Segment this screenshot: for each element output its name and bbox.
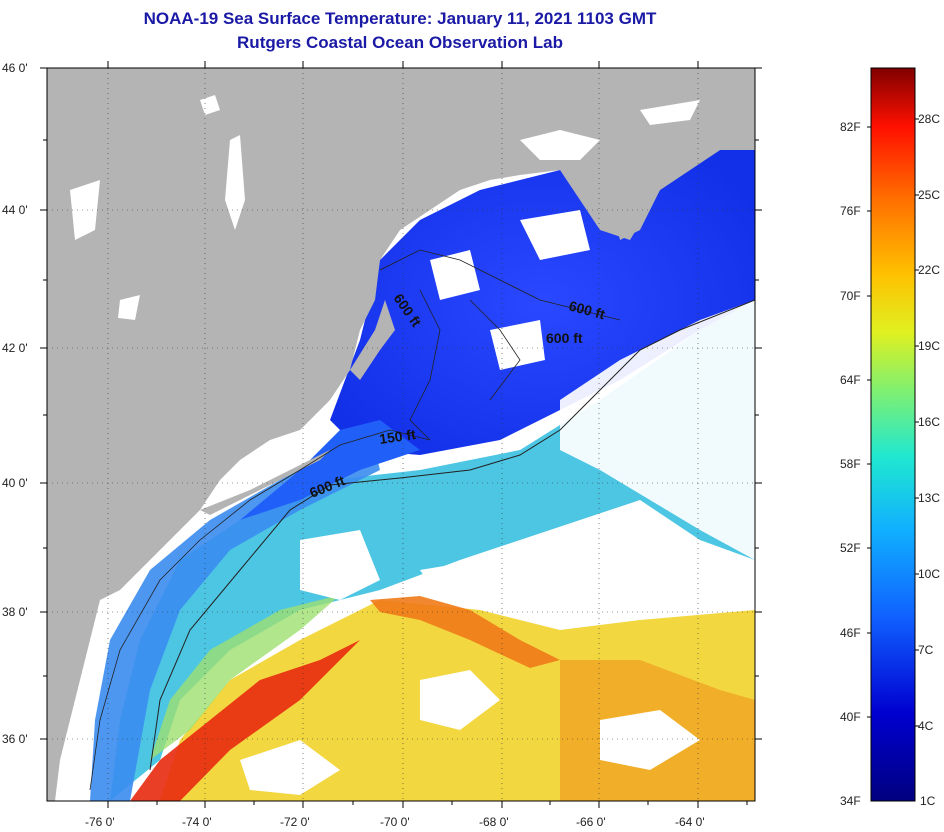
colorbar-c-19: 19C (918, 339, 940, 353)
colorbar-c-22: 22C (918, 263, 940, 277)
lat-label-40: 40 0' (2, 476, 28, 490)
colorbar-f-40: 40F (840, 710, 861, 724)
lon-label-64: -64 0' (675, 815, 705, 829)
lon-label-72: -72 0' (280, 815, 310, 829)
contour-600ft-shelf-break (149, 299, 755, 771)
lat-label-38: 38 0' (2, 605, 28, 619)
gulf-stream-north-wall (370, 596, 560, 668)
colorbar-c-28: 28C (918, 112, 940, 126)
lon-label-68: -68 0' (479, 815, 509, 829)
green-band-region (150, 595, 340, 760)
colorbar-c-10: 10C (918, 567, 940, 581)
colorbar-c-25: 25C (918, 188, 940, 202)
cape-cod-land (350, 300, 395, 380)
contour-150ft (89, 429, 431, 791)
lon-label-74: -74 0' (182, 815, 212, 829)
colorbar-f-58: 58F (840, 457, 861, 471)
depth-label-600ft-georges: 600 ft (546, 330, 583, 346)
lat-label-44: 44 0' (2, 203, 28, 217)
colorbar-f-34: 34F (840, 794, 861, 808)
colorbar: 82F 76F 70F 64F 58F 52F 46F 40F 34F 28C … (840, 67, 940, 808)
colorbar-f-82: 82F (840, 120, 861, 134)
colorbar-f-46: 46F (840, 626, 861, 640)
lon-label-76: -76 0' (85, 815, 115, 829)
contour-gulf-of-maine (379, 249, 621, 441)
lon-label-70: -70 0' (380, 815, 410, 829)
cloud-mass-central (420, 560, 620, 612)
colorbar-f-64: 64F (840, 373, 861, 387)
colorbar-f-70: 70F (840, 289, 861, 303)
map-frame (46, 67, 756, 802)
cloud-mass-east (560, 300, 755, 560)
page-subtitle: Rutgers Coastal Ocean Observation Lab (237, 33, 563, 52)
colorbar-f-52: 52F (840, 541, 861, 555)
axis-ticks (40, 61, 762, 808)
cloud-mass-south (300, 530, 380, 600)
colorbar-c-13: 13C (918, 491, 940, 505)
long-island-land (200, 450, 330, 515)
lat-label-36: 36 0' (2, 732, 28, 746)
colorbar-c-1: 1C (920, 794, 936, 808)
gulf-stream-hot-core (130, 640, 360, 801)
cloud-patches-southeast (240, 670, 700, 795)
depth-label-150ft: 150 ft (378, 426, 417, 447)
cold-shelf-band (240, 420, 420, 520)
lat-label-42: 42 0' (2, 341, 28, 355)
map-panel: 600 ft 600 ft 600 ft 150 ft 600 ft (47, 68, 755, 801)
colorbar-c-7: 7C (918, 643, 934, 657)
land-north-america (47, 68, 755, 801)
lon-label-66: -66 0' (576, 815, 606, 829)
lat-label-46: 46 0' (2, 61, 28, 75)
colorbar-f-76: 76F (840, 204, 861, 218)
page-title: NOAA-19 Sea Surface Temperature: January… (143, 9, 657, 28)
colorbar-c-16: 16C (918, 415, 940, 429)
inland-white-patches (70, 95, 700, 320)
graticule (47, 68, 755, 801)
colorbar-c-4: 4C (918, 719, 934, 733)
gulf-of-maine-cold-water (330, 150, 755, 455)
colorbar-gradient (870, 67, 916, 802)
nova-scotia-land (560, 70, 755, 240)
